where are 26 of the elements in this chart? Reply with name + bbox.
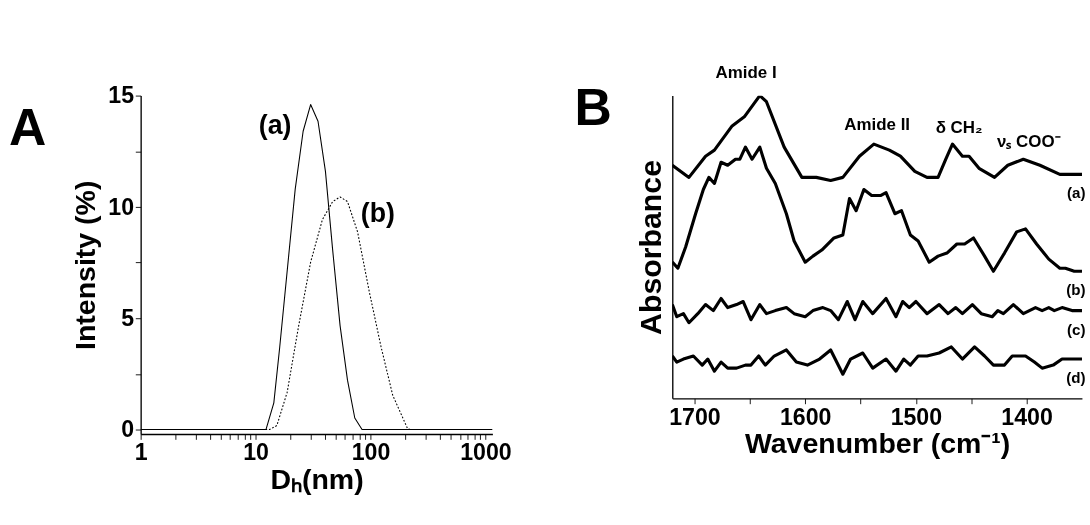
annotation: (a) (258, 110, 292, 141)
x-tick-label: 1400 (1001, 403, 1053, 430)
y-tick-label: 10 (108, 193, 135, 220)
series-label: (a) (1067, 184, 1086, 202)
y-tick-label: 15 (108, 82, 135, 109)
annotation: νₛ COO⁻ (996, 132, 1061, 151)
series-label: (c) (1067, 320, 1086, 338)
x-tick-label: 1 (134, 439, 148, 466)
series-label: (d) (1066, 369, 1086, 387)
y-axis-title: Intensity (%) (68, 180, 101, 350)
x-tick-label: 1700 (669, 403, 721, 430)
chart-title: A (8, 97, 47, 156)
series-label: (b) (1066, 281, 1086, 299)
y-axis-title: Absorbance (634, 160, 668, 335)
y-tick-label: 5 (121, 304, 135, 331)
y-tick-label: 0 (121, 416, 135, 443)
x-tick-label: 10 (243, 439, 269, 466)
text: Amide I (715, 62, 777, 82)
x-tick-label: 1600 (779, 403, 832, 430)
annotation: Amide II (844, 114, 911, 134)
x-tick-label: 1500 (890, 403, 943, 430)
x-axis-title: Wavenumber (cm⁻¹) (744, 427, 1011, 460)
annotation: δ CH₂ (935, 117, 983, 137)
chart-title: B (574, 78, 612, 137)
annotation: (b) (360, 198, 395, 229)
x-tick-label: 1000 (460, 439, 512, 466)
